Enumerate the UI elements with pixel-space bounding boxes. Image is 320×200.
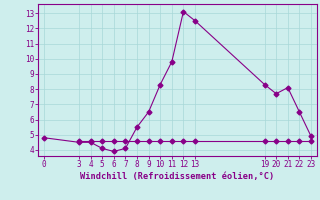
- X-axis label: Windchill (Refroidissement éolien,°C): Windchill (Refroidissement éolien,°C): [80, 172, 275, 181]
